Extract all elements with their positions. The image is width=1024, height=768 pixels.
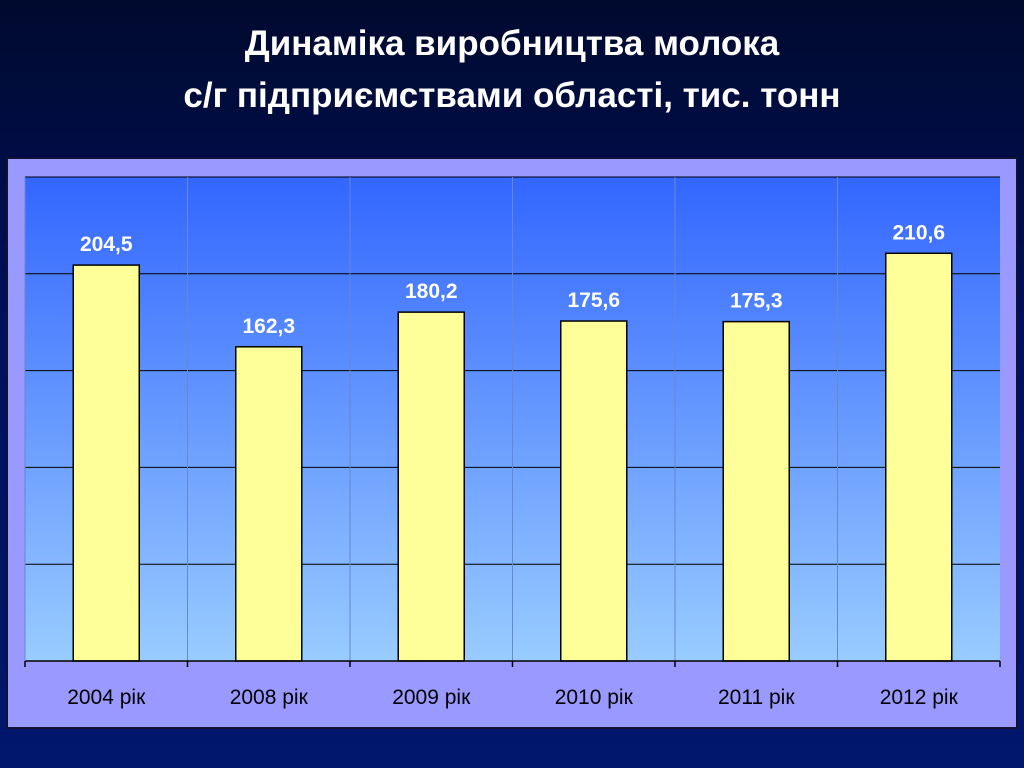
data-label: 210,6 <box>892 221 945 244</box>
bar-3 <box>397 311 465 662</box>
grid-lines <box>25 176 1000 661</box>
bar-2 <box>235 346 303 662</box>
data-label: 175,6 <box>567 289 620 312</box>
x-tick-label: 2008 рік <box>230 686 309 709</box>
title-line-1: Динаміка виробництва молока <box>244 24 780 63</box>
x-axis: 2004 рік 2008 рік 2009 рік 2010 рік 2011 рік… <box>24 177 1001 709</box>
bar-1 <box>72 264 140 662</box>
page-title: Динаміка виробництва молока с/г підприєм… <box>0 18 1024 122</box>
bar-5 <box>722 320 790 662</box>
bar-4 <box>560 320 628 662</box>
data-label: 175,3 <box>730 290 783 313</box>
title-line-2: с/г підприємствами області, тис. тонн <box>183 76 841 115</box>
x-tick-label: 2011 рік <box>718 686 795 709</box>
x-tick-label: 2010 рік <box>555 686 634 709</box>
x-tick-label: 2004 рік <box>67 686 146 709</box>
bars <box>72 252 953 662</box>
x-tick-label: 2009 рік <box>392 686 471 709</box>
data-label: 180,2 <box>405 280 458 303</box>
data-label: 204,5 <box>80 233 133 256</box>
bar-labels: 204,5 162,3 180,2 175,6 175,3 210,6 <box>80 221 945 338</box>
data-label: 162,3 <box>242 315 295 338</box>
x-tick-label: 2012 рік <box>880 686 959 709</box>
bar-6 <box>885 252 953 662</box>
